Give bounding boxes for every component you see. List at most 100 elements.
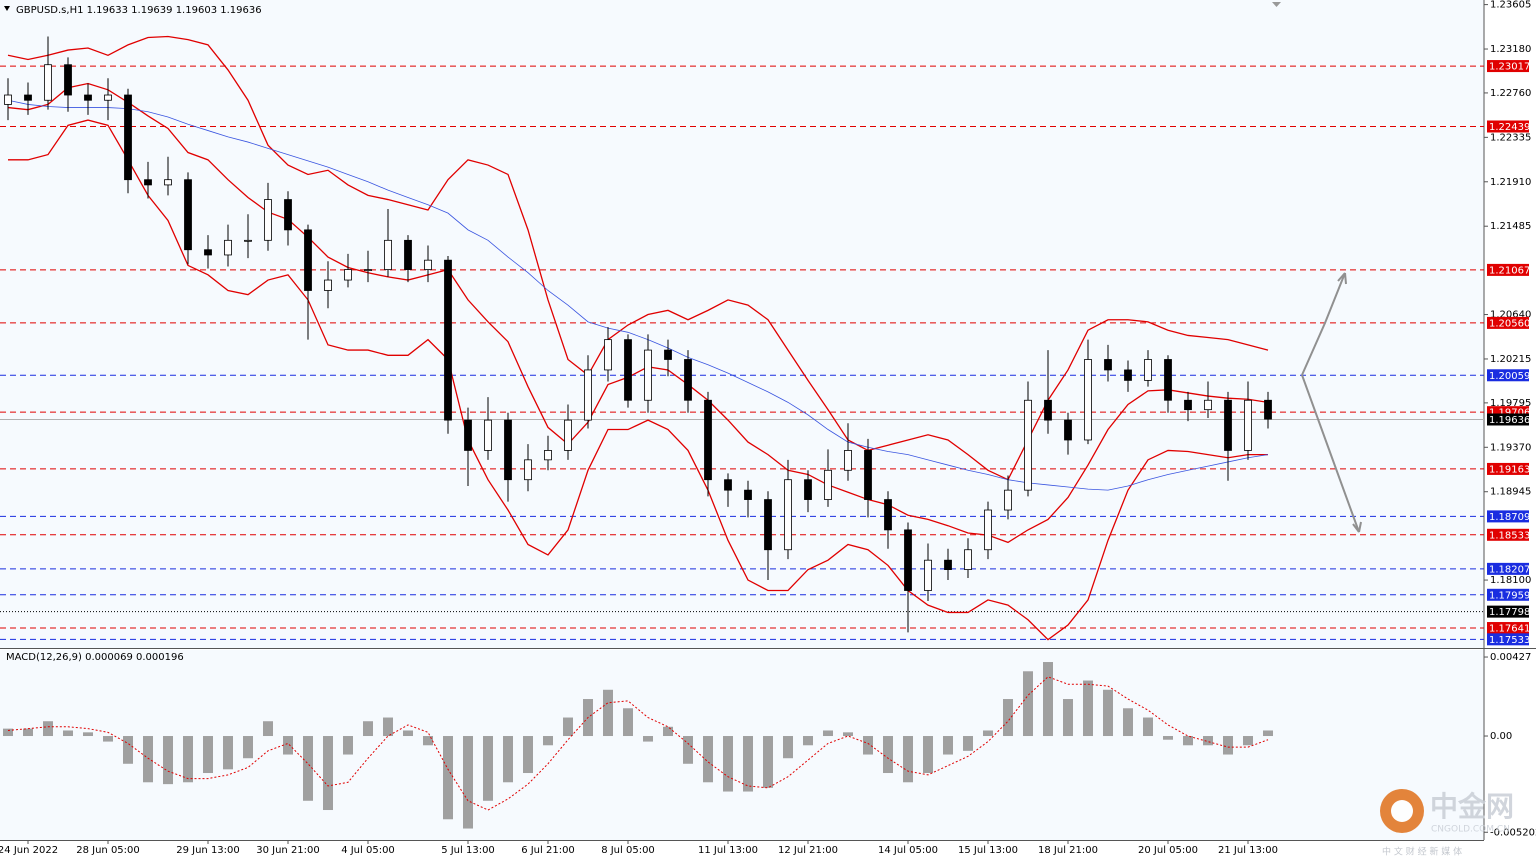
level-label: 1.19706: [1489, 408, 1530, 419]
x-tick-label: 20 Jul 05:00: [1138, 845, 1198, 856]
level-label-box: [1487, 369, 1529, 382]
x-tick-label: 6 Jul 21:00: [521, 845, 575, 856]
macd-bar: [363, 721, 373, 737]
arrow-down: [1301, 374, 1360, 533]
candle-body: [84, 94, 92, 101]
y-tick-label: 1.19795: [1490, 398, 1531, 409]
x-tick-label: 4 Jul 05:00: [341, 845, 395, 856]
candle-body: [844, 450, 852, 471]
candle-body: [624, 339, 632, 401]
macd-bar: [1043, 662, 1053, 737]
macd-bar: [543, 736, 553, 746]
candle-body: [1184, 399, 1192, 411]
watermark-slogan: 中 文 财 经 新 媒 体: [1382, 846, 1462, 858]
macd-bar: [1063, 699, 1073, 737]
logo-inner: [1391, 800, 1413, 822]
macd-bar: [1183, 736, 1193, 746]
candle-body: [1044, 399, 1052, 421]
macd-bar: [443, 736, 453, 820]
macd-bar: [863, 736, 873, 755]
candle-body: [1164, 359, 1172, 401]
level-label-box: [1487, 588, 1529, 601]
macd-bar: [283, 736, 293, 755]
macd-bar: [483, 736, 493, 801]
candle-body: [144, 179, 152, 186]
macd-bar: [963, 736, 973, 751]
candle-body: [1084, 359, 1092, 441]
candle-body: [344, 269, 352, 281]
macd-bar: [1143, 717, 1153, 737]
candle-body: [24, 94, 32, 101]
candle-body: [884, 499, 892, 531]
macd-bar: [243, 736, 253, 759]
macd-bar: [383, 717, 393, 737]
x-tick-label: 5 Jul 13:00: [441, 845, 495, 856]
level-label: 1.17533: [1489, 635, 1530, 646]
macd-bar: [1123, 708, 1133, 737]
candle-body: [1224, 399, 1232, 451]
level-label-box: [1487, 622, 1529, 635]
candle-body: [1064, 419, 1072, 441]
candle-body: [1244, 399, 1252, 451]
macd-bar: [843, 732, 853, 737]
macd-bar: [883, 736, 893, 774]
level-label-box: [1487, 60, 1529, 73]
y-tick-label: 1.23180: [1490, 44, 1531, 55]
level-label-box: [1487, 316, 1529, 329]
x-tick-label: 21 Jul 13:00: [1218, 845, 1278, 856]
forecast-arrows: [1301, 272, 1362, 533]
macd-bar: [503, 736, 513, 783]
macd-bar: [603, 689, 613, 737]
level-label: 1.22439: [1489, 122, 1530, 133]
macd-bar: [803, 736, 813, 746]
macd-bar: [123, 736, 133, 764]
candle-body: [544, 450, 552, 461]
macd-bar: [103, 736, 113, 742]
candle-body: [824, 469, 832, 500]
macd-bar: [43, 721, 53, 737]
y2-tick-label: 0.00: [1490, 731, 1512, 742]
arrow-head: [1337, 272, 1347, 285]
chart-title: GBPUSD.s,H1 1.19633 1.19639 1.19603 1.19…: [16, 5, 262, 16]
candle-body: [524, 459, 532, 481]
candle-body: [1024, 399, 1032, 491]
candle-body: [124, 94, 132, 181]
candle-body: [44, 64, 52, 101]
candle-body: [404, 239, 412, 270]
level-label-box: [1487, 633, 1529, 646]
candle-body: [784, 479, 792, 551]
macd-bar: [643, 736, 653, 742]
shift-marker: [1272, 2, 1281, 7]
macd-bar: [1083, 680, 1093, 737]
candle-body: [244, 239, 252, 242]
level-label-box: [1487, 562, 1529, 575]
macd-bar: [1003, 699, 1013, 737]
last-price-label: 1.19636: [1489, 415, 1530, 426]
macd-bar: [943, 736, 953, 755]
macd-bar: [683, 736, 693, 764]
candle-body: [324, 279, 332, 291]
candle-body: [504, 419, 512, 481]
candle-body: [424, 259, 432, 270]
macd-bar: [1223, 736, 1233, 755]
candle-body: [584, 369, 592, 421]
x-tick-label: 12 Jul 21:00: [778, 845, 838, 856]
macd-bar: [1203, 736, 1213, 746]
macd-bar: [423, 736, 433, 746]
candle-body: [164, 179, 172, 186]
macd-bar: [63, 730, 73, 737]
level-label: 1.21067: [1489, 265, 1530, 276]
candle-body: [464, 419, 472, 451]
y-tick-label: 1.22760: [1490, 88, 1531, 99]
candle-body: [384, 239, 392, 270]
macd-bar: [763, 736, 773, 788]
macd-bar: [463, 736, 473, 829]
macd-bar: [1023, 671, 1033, 737]
macd-bar: [783, 736, 793, 759]
macd-bar: [823, 730, 833, 737]
candle-body: [104, 94, 112, 101]
macd-bar: [923, 736, 933, 774]
macd-bar: [1163, 736, 1173, 740]
macd-bar: [203, 736, 213, 774]
candle-body: [924, 559, 932, 591]
